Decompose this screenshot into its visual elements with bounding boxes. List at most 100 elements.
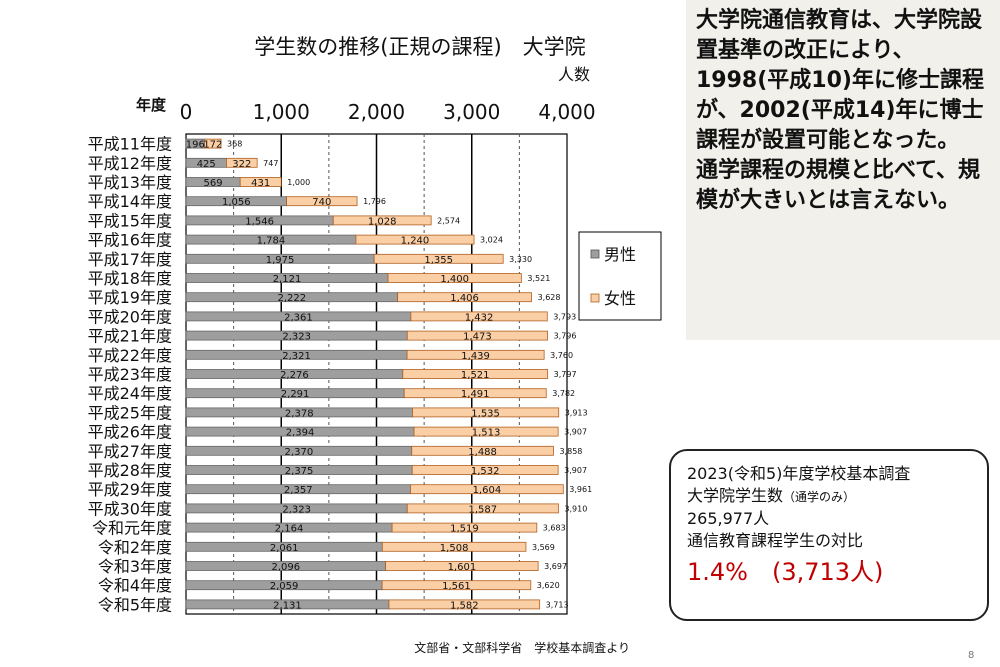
data-label-male: 1,784 [257,236,286,247]
data-label-male: 2,321 [282,351,311,362]
category-label: 平成26年度 [88,423,172,442]
data-label-female: 1,488 [468,447,497,458]
category-label: 平成11年度 [88,135,172,154]
data-label-total: 2,574 [437,216,460,225]
data-label-total: 3,683 [543,524,566,533]
bar-female [388,599,541,610]
legend-label-male: 男性 [604,245,636,264]
bar-female [402,369,549,379]
data-label-female: 1,587 [469,504,498,515]
category-label: 平成20年度 [88,307,172,326]
data-label-female: 1,406 [450,293,479,304]
bar-female [410,311,548,322]
stats-grad-label-main: 大学院学生数 [687,486,784,505]
data-label-female: 1,491 [461,389,490,400]
page-number: 8 [968,650,975,661]
data-label-female: 1,582 [450,600,479,611]
bar-female [403,388,547,399]
data-label-female: 1,532 [471,466,500,477]
data-label-male: 2,131 [273,600,302,611]
stats-grad-label: 大学院学生数（通学のみ） [687,485,977,508]
data-label-male: 1,056 [222,197,251,208]
bar-female [412,407,560,418]
stats-ratio-value: 1.4% (3,713人) [687,558,884,586]
data-label-total: 3,521 [527,274,550,283]
data-label-male: 2,291 [281,389,310,400]
data-label-total: 3,910 [564,504,587,513]
category-label: 平成16年度 [88,231,172,250]
commentary-panel [686,0,1000,340]
category-label: 平成25年度 [88,403,172,422]
category-label: 平成14年度 [88,192,172,211]
x-tick-label: 2,000 [348,100,405,124]
chart-panel: 学生数の推移(正規の課程) 大学院 人数 年度 0 1,000 2,000 3,000 4,0… [87,35,662,655]
data-label-male: 2,357 [284,485,313,496]
category-label: 平成15年度 [88,211,172,230]
bar-female [385,561,539,571]
bar-female [204,138,222,149]
chart-title: 学生数の推移(正規の課程) 大学院 [254,35,585,59]
data-label-male: 2,394 [286,428,315,439]
data-label-male: 2,323 [282,332,311,343]
data-label-female: 322 [232,159,251,170]
x-tick-label: 0 [180,100,193,124]
stats-box: 2023(令和5)年度学校基本調査 大学院学生数（通学のみ） 265,977人 … [669,449,989,621]
data-label-male: 2,323 [282,504,311,515]
data-label-male: 2,061 [270,543,299,554]
bar-female [397,292,532,303]
bar-female [226,157,258,168]
data-label-total: 1,796 [363,197,386,206]
data-label-male: 2,096 [272,562,301,573]
data-label-total: 3,796 [554,332,577,341]
legend-label-female: 女性 [604,289,636,308]
category-label: 令和4年度 [98,576,172,595]
data-label-female: 740 [312,197,331,208]
data-label-male: 1,546 [245,216,274,227]
data-label-total: 3,330 [509,255,532,264]
legend-swatch-female [590,293,600,303]
data-label-total: 3,907 [564,466,587,475]
bar-female [355,234,475,245]
data-label-female: 1,355 [424,255,453,266]
category-label: 令和元年度 [92,519,172,538]
legend-box [578,231,662,321]
category-label: 平成27年度 [88,442,172,461]
category-label: 令和3年度 [98,557,172,576]
data-label-male: 1,975 [266,255,295,266]
data-label-total: 3,713 [546,600,569,609]
data-label-total: 3,760 [550,351,573,360]
data-label-male: 2,361 [284,312,313,323]
data-label-female: 1,432 [465,312,494,323]
data-label-total: 1,000 [287,178,310,187]
data-label-male: 2,164 [275,524,304,535]
data-label-female: 172 [203,140,222,151]
bar-female [406,349,545,360]
data-label-total: 3,907 [564,428,587,437]
source-note: 文部省・文部科学省 学校基本調査より [414,640,630,655]
category-label: 平成24年度 [88,384,172,403]
data-label-male: 2,370 [285,447,314,458]
bar-female [411,465,559,475]
data-label-total: 3,569 [532,543,555,552]
data-label-female: 1,519 [450,524,479,535]
data-label-female: 1,513 [472,428,501,439]
data-label-total: 3,697 [544,562,567,571]
commentary-text: 大学院通信教育は、大学院設置基準の改正により、1998(平成10)年に修士課程が… [696,8,984,213]
data-label-female: 1,604 [473,485,502,496]
bar-female [286,196,358,207]
data-label-female: 1,028 [368,216,397,227]
category-label: 平成22年度 [88,346,172,365]
data-label-male: 196 [186,140,205,151]
stats-grad-label-note: （通学のみ） [783,490,856,504]
data-label-total: 3,628 [538,293,561,302]
stats-ratio-label: 通信教育課程学生の対比 [687,531,864,550]
bar-female [332,215,432,226]
bar-female [413,426,559,437]
category-label: 平成17年度 [88,250,172,269]
data-label-total: 747 [263,159,278,168]
category-label: 平成19年度 [88,288,172,307]
bar-female [387,273,522,283]
category-label: 平成12年度 [88,154,172,173]
data-label-female: 1,521 [461,370,490,381]
data-label-total: 368 [227,140,242,149]
